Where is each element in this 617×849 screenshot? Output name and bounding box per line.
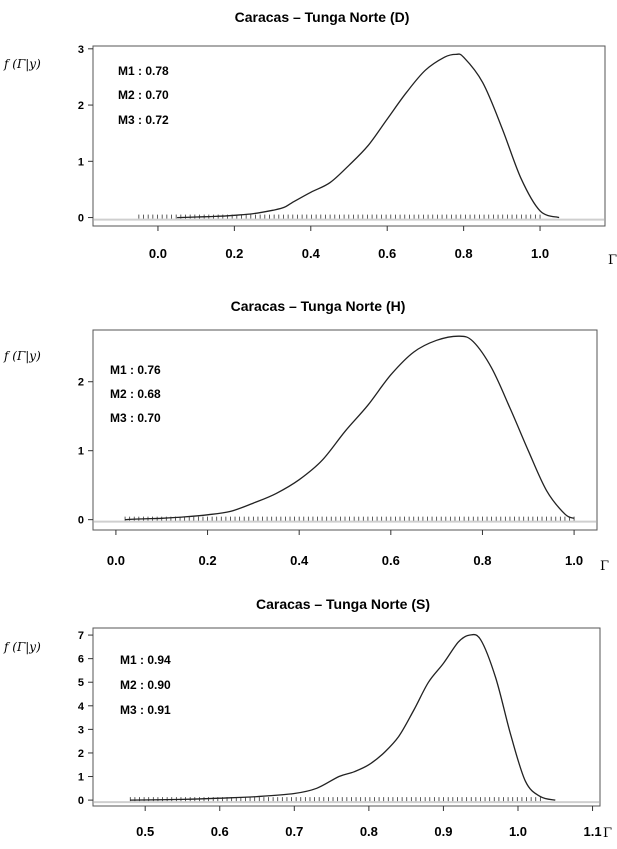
x-tick-label: 1.0 xyxy=(509,824,527,839)
chart-title: Caracas – Tunga Norte (H) xyxy=(231,298,406,314)
stat-annotation-3: M3 : 0.72 xyxy=(118,113,169,127)
chart-panel-1: Caracas – Tunga Norte (D) 0 1 2 3 0.0 0.2 0.4 0.… xyxy=(3,9,617,268)
y-tick-label: 6 xyxy=(78,654,84,666)
stat-annotation-2: M2 : 0.68 xyxy=(110,387,161,401)
stat-annotation-1: M1 : 0.78 xyxy=(118,64,169,78)
chart-panel-2: Caracas – Tunga Norte (H) 0 1 2 0.0 0.2 0.4 0.6… xyxy=(3,298,609,574)
y-tick-label: 7 xyxy=(78,630,84,642)
y-tick-label: 1 xyxy=(78,156,84,168)
stat-annotation-1: M1 : 0.94 xyxy=(120,653,171,667)
x-tick-label: 0.5 xyxy=(136,824,154,839)
y-tick-label: 5 xyxy=(78,677,84,689)
rug-ticks xyxy=(129,797,541,802)
x-tick-label: 0.0 xyxy=(107,553,125,568)
y-tick-label: 4 xyxy=(78,701,85,713)
x-tick-label: 0.0 xyxy=(149,246,167,261)
x-tick-label: 0.4 xyxy=(302,246,321,261)
stat-annotation-2: M2 : 0.70 xyxy=(118,88,169,102)
plot-frame xyxy=(92,627,601,807)
y-axis-label: f (Γ|y) xyxy=(3,57,41,71)
x-tick-label: 0.8 xyxy=(455,246,473,261)
y-tick-label: 0 xyxy=(78,515,84,527)
y-tick-label: 1 xyxy=(78,772,84,784)
x-tick-label: 1.1 xyxy=(584,824,602,839)
x-axis-label: Γ xyxy=(608,253,617,268)
y-tick-label: 3 xyxy=(78,724,84,736)
stat-annotation-3: M3 : 0.91 xyxy=(120,703,171,717)
x-tick-label: 0.6 xyxy=(211,824,229,839)
y-tick-label: 2 xyxy=(78,377,84,389)
x-tick-label: 0.9 xyxy=(434,824,452,839)
x-tick-label: 0.8 xyxy=(473,553,491,568)
density-curve xyxy=(177,53,560,219)
density-curve xyxy=(125,335,575,521)
y-tick-label: 0 xyxy=(78,795,84,807)
stat-annotation-2: M2 : 0.90 xyxy=(120,678,171,692)
stat-annotation-3: M3 : 0.70 xyxy=(110,411,161,425)
y-axis-label: f (Γ|y) xyxy=(3,349,41,363)
chart-title: Caracas – Tunga Norte (S) xyxy=(256,596,430,612)
chart-title: Caracas – Tunga Norte (D) xyxy=(235,9,410,25)
x-tick-label: 0.8 xyxy=(360,824,378,839)
y-tick-label: 3 xyxy=(78,44,84,56)
chart-panel-3: Caracas – Tunga Norte (S) 0 1 2 3 4 5 6 7 0.5 0.6 0… xyxy=(3,596,612,841)
y-tick-label: 2 xyxy=(78,748,84,760)
x-tick-label: 1.0 xyxy=(531,246,549,261)
x-tick-label: 0.2 xyxy=(199,553,217,568)
y-axis-label: f (Γ|y) xyxy=(3,640,41,654)
x-tick-label: 0.6 xyxy=(378,246,396,261)
x-axis-label: Γ xyxy=(600,559,609,574)
rug-ticks xyxy=(124,516,575,521)
x-tick-label: 0.7 xyxy=(285,824,303,839)
x-tick-label: 0.6 xyxy=(382,553,400,568)
x-tick-label: 0.4 xyxy=(290,553,309,568)
x-tick-label: 0.2 xyxy=(225,246,243,261)
plot-frame xyxy=(92,45,606,227)
y-tick-label: 2 xyxy=(78,100,84,112)
plot-frame xyxy=(92,329,598,531)
y-tick-label: 1 xyxy=(78,446,84,458)
x-tick-label: 1.0 xyxy=(565,553,583,568)
stat-annotation-1: M1 : 0.76 xyxy=(110,363,161,377)
y-tick-label: 0 xyxy=(78,213,84,225)
x-axis-label: Γ xyxy=(603,826,612,841)
density-curve xyxy=(130,633,556,801)
